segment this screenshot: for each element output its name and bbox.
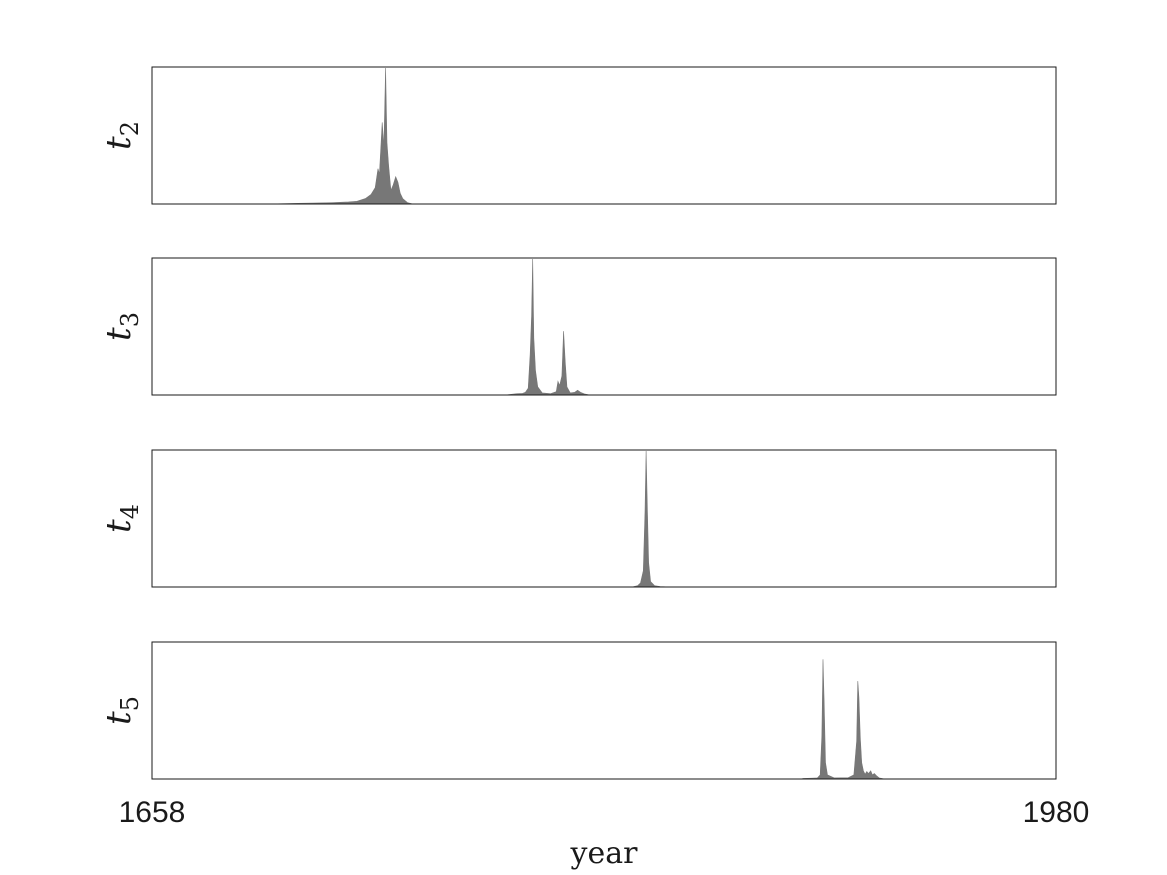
y-axis-label: t5 [99,696,144,725]
panels: t2 t3 t4 t5 [99,66,1057,780]
panel-t4: t4 [99,449,1057,588]
histogram-area-t5 [800,659,885,780]
histogram-area-t4 [631,450,672,588]
x-tick-min: 1658 [119,796,186,829]
panel-frame [151,66,1057,205]
histogram-area-t3 [505,258,591,396]
panel-frame [151,257,1057,396]
y-axis-label: t3 [99,312,144,341]
panel-frame [151,449,1057,588]
panel-t2: t2 [99,66,1057,205]
x-tick-max: 1980 [1023,796,1090,829]
x-axis-label: year [570,836,639,871]
y-axis-label: t2 [99,121,144,150]
panel-frame [151,641,1057,780]
y-axis-label: t4 [99,504,144,533]
panel-t5: t5 [99,641,1057,780]
panel-t3: t3 [99,257,1057,396]
histogram-area-t2 [267,67,414,205]
